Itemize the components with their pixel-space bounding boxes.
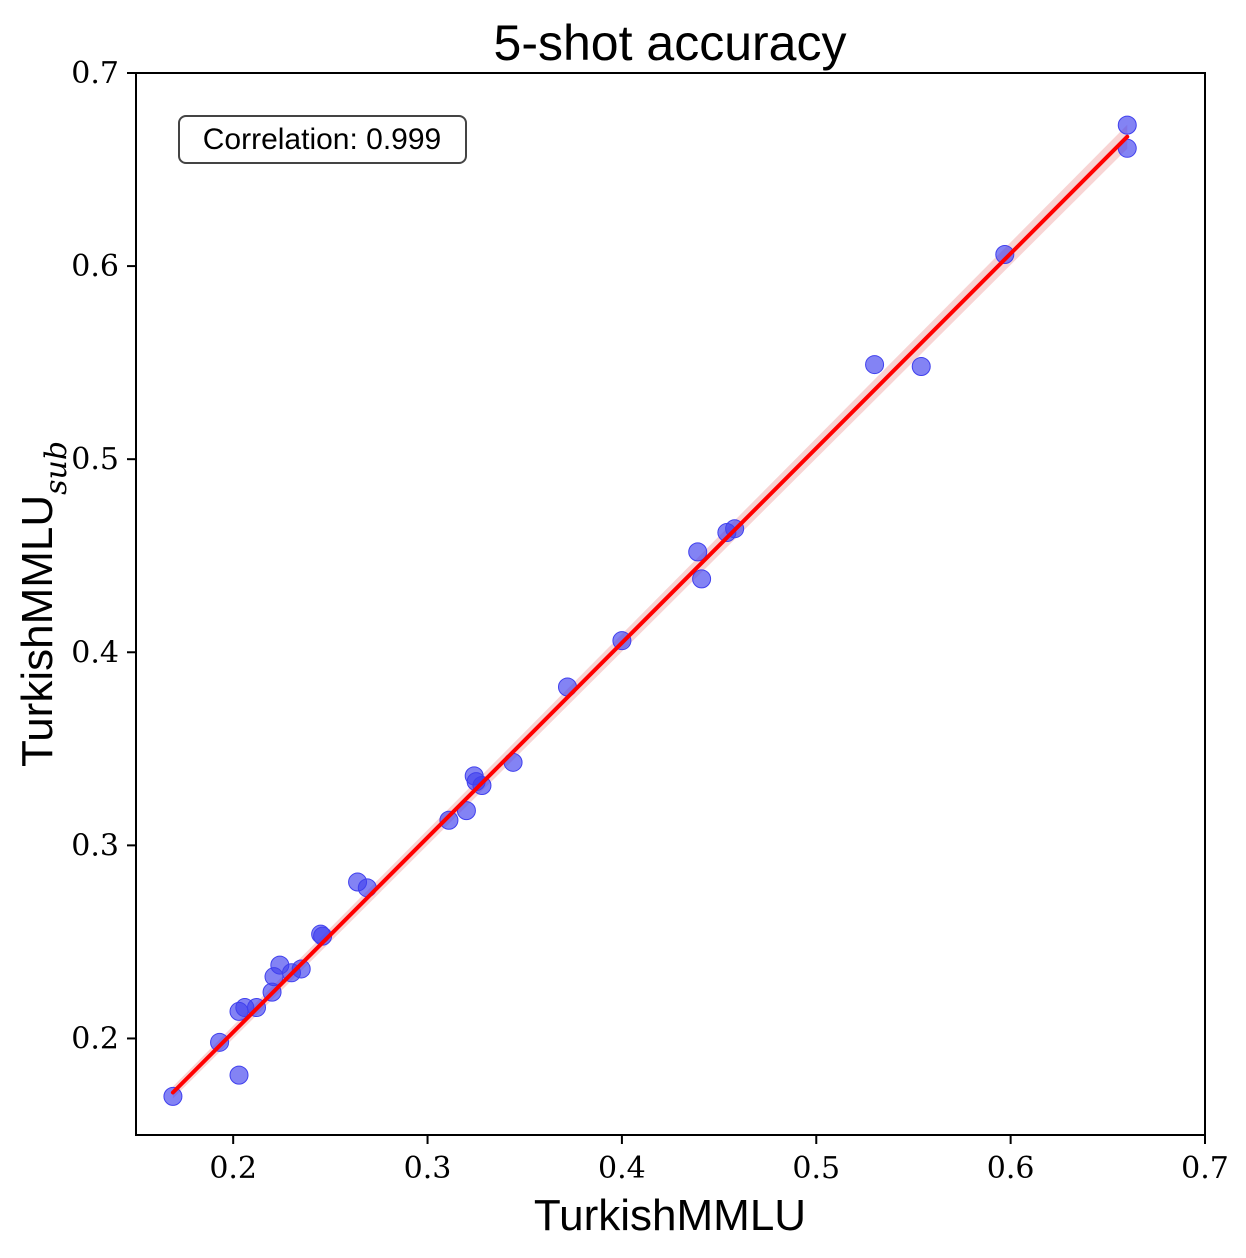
data-point [439,810,459,830]
data-point [163,1086,183,1106]
data-point [456,801,476,821]
annotation-box [178,115,467,164]
data-point [1117,115,1137,135]
y-tick-label: 0.2 [71,1021,119,1056]
x-tick-label: 0.2 [209,1151,257,1186]
x-tick-label: 0.3 [404,1151,452,1186]
data-point [865,355,885,375]
x-axis-ticks: 0.2 0.3 0.4 0.5 0.6 0.7 [209,1135,1229,1186]
data-point [229,1065,249,1085]
x-tick-label: 0.4 [598,1151,646,1186]
y-tick-label: 0.4 [71,635,119,670]
y-tick-label: 0.5 [71,442,119,477]
data-point [688,542,708,562]
x-tick-label: 0.6 [987,1151,1035,1186]
y-axis-label-main: TurkishMMLU [13,495,62,767]
y-tick-label: 0.3 [71,828,119,863]
y-axis-label: TurkishMMLUsub [13,441,74,767]
x-tick-label: 0.5 [792,1151,840,1186]
chart-title: 5-shot accuracy [494,15,847,71]
regression-line-path [170,134,1130,1095]
data-point [995,245,1015,265]
y-axis-label-subscript: sub [39,441,74,495]
data-point [911,356,931,376]
confidence-band [172,124,1128,1099]
data-points [163,115,1137,1106]
data-point [692,569,712,589]
y-tick-label: 0.7 [71,56,119,91]
data-point [210,1032,230,1052]
y-tick-label: 0.6 [71,249,119,284]
plot-frame [135,72,1206,1136]
confidence-band-area [172,124,1128,1099]
correlation-annotation: Correlation: 0.999 [178,115,467,164]
y-axis-ticks: 0.2 0.3 0.4 0.5 0.6 0.7 [71,56,136,1056]
regression-line [170,134,1130,1095]
x-tick-label: 0.7 [1181,1151,1229,1186]
x-axis-label: TurkishMMLU [534,1191,806,1240]
data-point [291,959,311,979]
annotation-text: Correlation: 0.999 [203,123,441,156]
